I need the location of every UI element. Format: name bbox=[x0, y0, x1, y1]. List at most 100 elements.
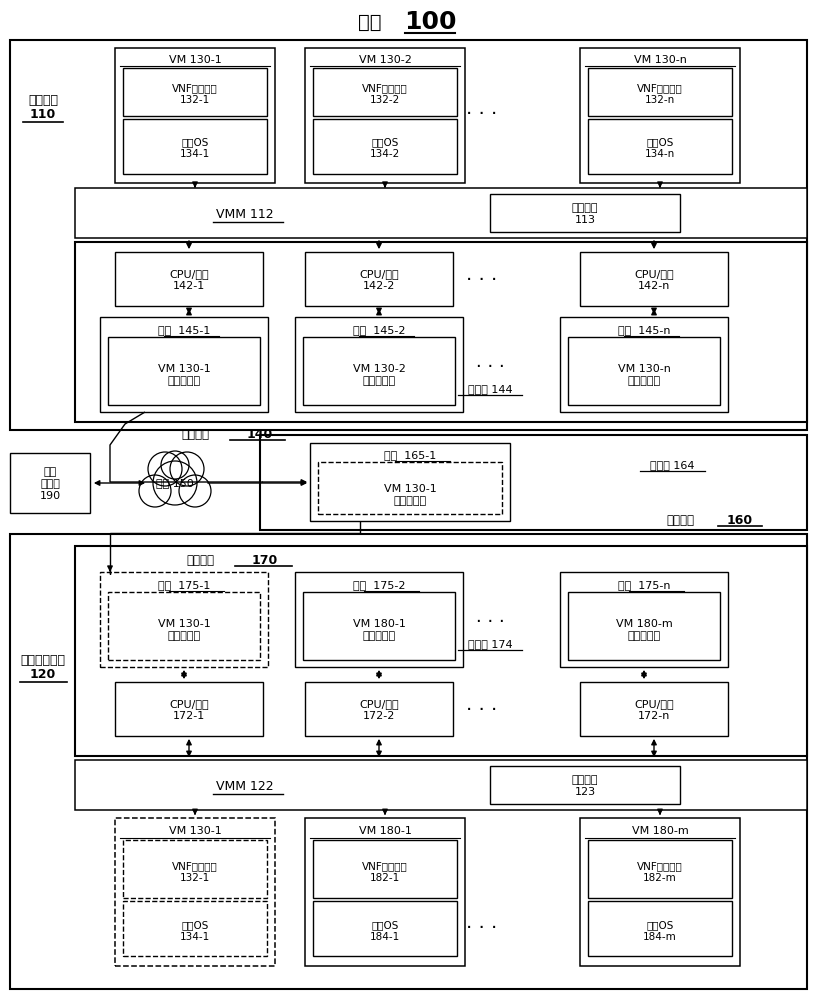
Text: · · ·: · · · bbox=[467, 700, 498, 720]
Text: CPU/核心
172-1: CPU/核心 172-1 bbox=[169, 699, 209, 721]
Text: VMM 112: VMM 112 bbox=[217, 208, 274, 221]
Text: 110: 110 bbox=[30, 108, 56, 121]
Text: VM 130-n
存储器页面: VM 130-n 存储器页面 bbox=[618, 364, 671, 386]
Bar bbox=[303, 592, 455, 660]
Text: 计算底座: 计算底座 bbox=[186, 554, 214, 566]
Bar bbox=[318, 462, 502, 514]
Text: 目的地服务器: 目的地服务器 bbox=[20, 654, 65, 666]
Text: 网络 150: 网络 150 bbox=[156, 478, 194, 488]
Text: 客户OS
134-1: 客户OS 134-1 bbox=[180, 920, 210, 942]
Text: 存储底座: 存储底座 bbox=[666, 514, 694, 526]
Bar bbox=[560, 317, 728, 412]
Bar bbox=[560, 572, 728, 667]
Bar bbox=[313, 119, 457, 174]
Text: 分配  145-2: 分配 145-2 bbox=[353, 325, 405, 335]
Bar bbox=[313, 901, 457, 956]
Bar bbox=[568, 592, 720, 660]
Text: VNF应用程序
182-m: VNF应用程序 182-m bbox=[637, 861, 683, 883]
Text: CPU/核心
172-n: CPU/核心 172-n bbox=[634, 699, 674, 721]
Text: CPU/核心
172-2: CPU/核心 172-2 bbox=[359, 699, 399, 721]
Bar bbox=[490, 194, 680, 232]
Bar bbox=[588, 68, 732, 116]
Circle shape bbox=[153, 461, 197, 505]
Text: 存储器 174: 存储器 174 bbox=[467, 639, 512, 649]
Text: CPU/核心
142-n: CPU/核心 142-n bbox=[634, 269, 674, 291]
Bar bbox=[123, 901, 267, 956]
Text: 160: 160 bbox=[727, 514, 753, 526]
Bar bbox=[313, 68, 457, 116]
Bar bbox=[305, 682, 453, 736]
Text: 分配  145-1: 分配 145-1 bbox=[158, 325, 210, 335]
Text: 分配  175-n: 分配 175-n bbox=[618, 580, 670, 590]
Bar bbox=[123, 840, 267, 898]
Text: VM 130-1
存储器页面: VM 130-1 存储器页面 bbox=[384, 484, 436, 506]
Bar bbox=[305, 48, 465, 183]
Bar bbox=[10, 453, 90, 513]
Text: · · ·: · · · bbox=[467, 918, 498, 938]
Bar bbox=[295, 572, 463, 667]
Bar bbox=[588, 119, 732, 174]
Text: VNF应用程序
132-2: VNF应用程序 132-2 bbox=[362, 83, 408, 105]
Text: 系统: 系统 bbox=[358, 12, 382, 31]
Text: 100: 100 bbox=[404, 10, 456, 34]
Text: CPU/核心
142-2: CPU/核心 142-2 bbox=[359, 269, 399, 291]
Text: 分配  145-n: 分配 145-n bbox=[618, 325, 670, 335]
Bar bbox=[260, 435, 807, 530]
Text: VM 180-1: VM 180-1 bbox=[359, 826, 412, 836]
Bar bbox=[10, 40, 807, 430]
Bar bbox=[580, 48, 740, 183]
Text: VM 130-2
存储器页面: VM 130-2 存储器页面 bbox=[353, 364, 405, 386]
Text: 170: 170 bbox=[252, 554, 278, 566]
Bar bbox=[580, 818, 740, 966]
Text: 资源
管理器
190: 资源 管理器 190 bbox=[39, 467, 60, 501]
Bar bbox=[10, 534, 807, 989]
Text: VM 180-m
存储器页面: VM 180-m 存储器页面 bbox=[616, 619, 672, 641]
Text: VNF应用程序
132-1: VNF应用程序 132-1 bbox=[172, 83, 218, 105]
Bar bbox=[313, 840, 457, 898]
Bar bbox=[108, 337, 260, 405]
Circle shape bbox=[161, 451, 189, 479]
Bar bbox=[100, 572, 268, 667]
Text: 源服务器: 源服务器 bbox=[28, 94, 58, 106]
Text: · · ·: · · · bbox=[467, 105, 498, 124]
Text: 客户OS
134-2: 客户OS 134-2 bbox=[370, 137, 400, 159]
Bar bbox=[310, 443, 510, 521]
Bar bbox=[123, 119, 267, 174]
Bar bbox=[75, 760, 807, 810]
Text: · · ·: · · · bbox=[467, 270, 498, 290]
Bar bbox=[305, 252, 453, 306]
Text: 客户OS
184-m: 客户OS 184-m bbox=[643, 920, 676, 942]
Bar bbox=[115, 818, 275, 966]
Text: 迁移逻辑
123: 迁移逻辑 123 bbox=[572, 775, 598, 797]
Text: 迁移逻辑
113: 迁移逻辑 113 bbox=[572, 203, 598, 225]
Circle shape bbox=[139, 475, 171, 507]
Text: VM 180-1
存储器页面: VM 180-1 存储器页面 bbox=[353, 619, 405, 641]
Bar bbox=[568, 337, 720, 405]
Bar bbox=[108, 592, 260, 660]
Bar bbox=[115, 48, 275, 183]
Text: 客户OS
184-1: 客户OS 184-1 bbox=[370, 920, 400, 942]
Bar bbox=[123, 68, 267, 116]
Text: VM 130-1
存储器页面: VM 130-1 存储器页面 bbox=[158, 364, 210, 386]
Bar bbox=[490, 766, 680, 804]
Text: VNF应用程序
132-n: VNF应用程序 132-n bbox=[637, 83, 683, 105]
Bar bbox=[580, 252, 728, 306]
Bar bbox=[295, 317, 463, 412]
Text: VM 130-1: VM 130-1 bbox=[168, 826, 221, 836]
Bar bbox=[75, 188, 807, 238]
Circle shape bbox=[148, 452, 182, 486]
Text: 计算底座: 计算底座 bbox=[181, 428, 209, 440]
Text: CPU/核心
142-1: CPU/核心 142-1 bbox=[169, 269, 209, 291]
Bar bbox=[303, 337, 455, 405]
Text: 140: 140 bbox=[247, 428, 273, 440]
Text: 客户OS
134-1: 客户OS 134-1 bbox=[180, 137, 210, 159]
Text: · · ·: · · · bbox=[475, 358, 504, 376]
Text: VM 180-m: VM 180-m bbox=[632, 826, 689, 836]
Text: 存储器 164: 存储器 164 bbox=[650, 460, 694, 470]
Bar bbox=[115, 682, 263, 736]
Bar bbox=[115, 252, 263, 306]
Text: VM 130-n: VM 130-n bbox=[633, 55, 686, 65]
Bar bbox=[305, 818, 465, 966]
Circle shape bbox=[170, 452, 204, 486]
Bar bbox=[75, 546, 807, 756]
